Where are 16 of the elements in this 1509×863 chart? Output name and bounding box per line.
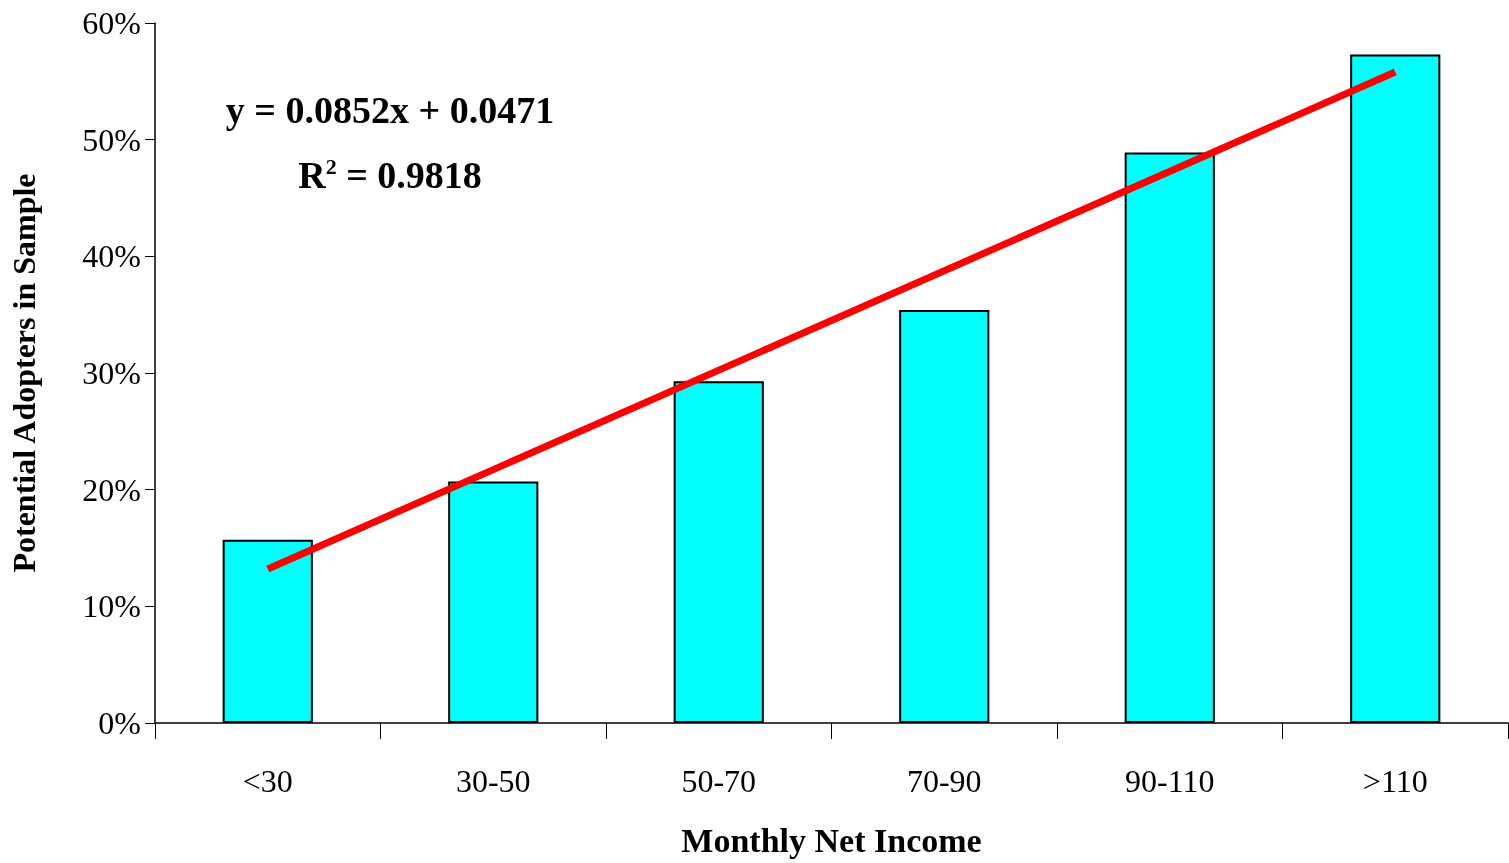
y-tick-label: 50% [82, 121, 141, 158]
x-axis-title: Monthly Net Income [681, 821, 982, 859]
y-tick-label: 60% [82, 5, 141, 41]
x-tick-label: 50-70 [681, 763, 757, 799]
x-tick-label: >110 [1362, 763, 1428, 799]
y-tick-label: 40% [82, 238, 141, 275]
x-tick-label: 90-110 [1125, 763, 1215, 799]
y-tick-label: 20% [82, 471, 141, 508]
annotation: y = 0.0852x + 0.0471 [225, 89, 555, 131]
y-axis-title: Potential Adopters in Sample [6, 173, 42, 573]
x-tick-label: 30-50 [455, 763, 531, 799]
y-tick-label: 30% [82, 355, 141, 391]
y-tick-label: 0% [98, 705, 141, 741]
y-tick-label: 10% [82, 588, 141, 625]
x-tick-label: <30 [242, 763, 293, 799]
x-tick-label: 70-90 [906, 763, 982, 799]
